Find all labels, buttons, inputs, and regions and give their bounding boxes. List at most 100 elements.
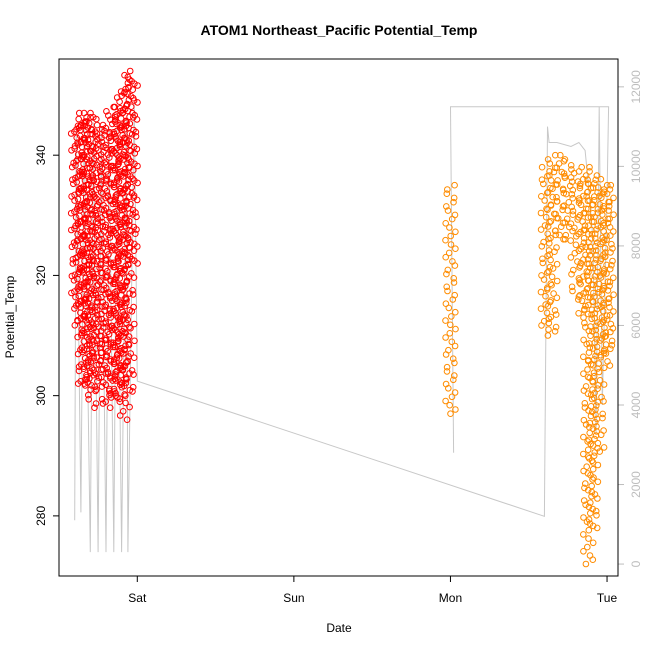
data-point xyxy=(70,180,77,188)
data-point xyxy=(551,227,559,235)
data-point xyxy=(71,242,79,249)
data-point xyxy=(544,269,551,276)
data-point xyxy=(126,323,133,331)
data-point xyxy=(88,285,96,293)
data-point xyxy=(78,143,86,151)
data-point xyxy=(576,184,584,192)
data-point xyxy=(84,232,91,240)
data-point xyxy=(97,357,104,365)
data-point xyxy=(606,278,614,286)
data-point xyxy=(580,336,587,344)
data-point xyxy=(446,224,453,231)
data-point xyxy=(77,139,84,146)
data-point xyxy=(592,331,600,339)
y-tick-label: 300 xyxy=(34,385,48,405)
data-point xyxy=(113,224,121,232)
data-point xyxy=(106,404,114,412)
data-point xyxy=(123,319,130,327)
data-point xyxy=(112,192,120,199)
data-point xyxy=(591,293,598,300)
data-point xyxy=(83,362,91,370)
data-point xyxy=(584,214,592,221)
data-point xyxy=(97,252,105,260)
data-point xyxy=(607,320,615,328)
y-right-tick-label: 0 xyxy=(629,560,643,567)
data-point xyxy=(134,162,141,170)
data-point xyxy=(546,298,554,306)
data-point xyxy=(82,295,90,303)
data-point xyxy=(601,333,609,341)
data-point xyxy=(127,158,135,165)
data-point xyxy=(123,375,130,383)
data-point xyxy=(603,232,610,239)
data-point xyxy=(569,287,576,295)
data-point xyxy=(115,157,122,164)
data-point xyxy=(597,337,604,344)
data-point xyxy=(81,312,89,320)
data-point xyxy=(580,433,587,441)
data-point xyxy=(596,448,604,455)
data-point xyxy=(97,155,105,163)
data-point xyxy=(605,207,612,214)
data-point xyxy=(94,215,102,223)
data-point xyxy=(104,347,111,355)
data-point xyxy=(76,109,83,117)
data-point xyxy=(126,120,134,127)
data-point xyxy=(90,273,98,280)
data-point xyxy=(580,192,587,200)
data-point xyxy=(589,539,597,547)
data-point xyxy=(584,285,592,292)
data-point xyxy=(97,349,105,357)
data-point xyxy=(570,266,577,274)
data-point xyxy=(569,211,577,218)
data-point xyxy=(580,256,587,263)
data-point xyxy=(599,190,607,197)
data-point xyxy=(610,274,617,282)
data-point xyxy=(80,169,88,176)
data-point xyxy=(569,194,577,202)
data-point xyxy=(610,228,617,235)
data-point xyxy=(102,381,110,389)
data-point xyxy=(97,277,105,284)
data-point xyxy=(127,350,134,357)
data-point xyxy=(590,276,598,284)
data-point xyxy=(575,247,583,254)
data-point xyxy=(443,283,451,291)
data-point xyxy=(599,414,606,422)
data-point xyxy=(610,194,617,202)
data-point xyxy=(584,373,592,381)
data-point xyxy=(583,285,591,293)
data-point xyxy=(546,219,553,226)
data-point xyxy=(84,359,92,366)
data-point xyxy=(560,186,567,194)
data-point xyxy=(584,470,592,477)
data-point xyxy=(84,124,92,131)
data-point xyxy=(584,486,592,494)
data-point xyxy=(610,291,617,299)
data-point xyxy=(73,134,80,141)
data-point xyxy=(585,516,593,523)
data-point xyxy=(547,218,555,225)
data-point xyxy=(122,379,130,387)
data-point xyxy=(593,428,601,435)
data-point xyxy=(102,238,110,246)
series-1-profile xyxy=(124,73,141,267)
data-point xyxy=(84,278,91,286)
data-point xyxy=(134,179,141,187)
data-point xyxy=(120,311,128,318)
data-point xyxy=(451,372,458,379)
data-point xyxy=(552,181,560,188)
data-point xyxy=(544,206,551,213)
data-point xyxy=(128,255,136,263)
data-point xyxy=(539,255,546,263)
data-point xyxy=(74,219,81,227)
data-point xyxy=(130,192,138,199)
data-point xyxy=(129,291,137,298)
data-point xyxy=(580,497,588,504)
data-point xyxy=(580,416,588,424)
data-point xyxy=(606,224,614,231)
data-point xyxy=(567,162,575,169)
data-point xyxy=(125,137,132,144)
data-point xyxy=(130,166,137,174)
